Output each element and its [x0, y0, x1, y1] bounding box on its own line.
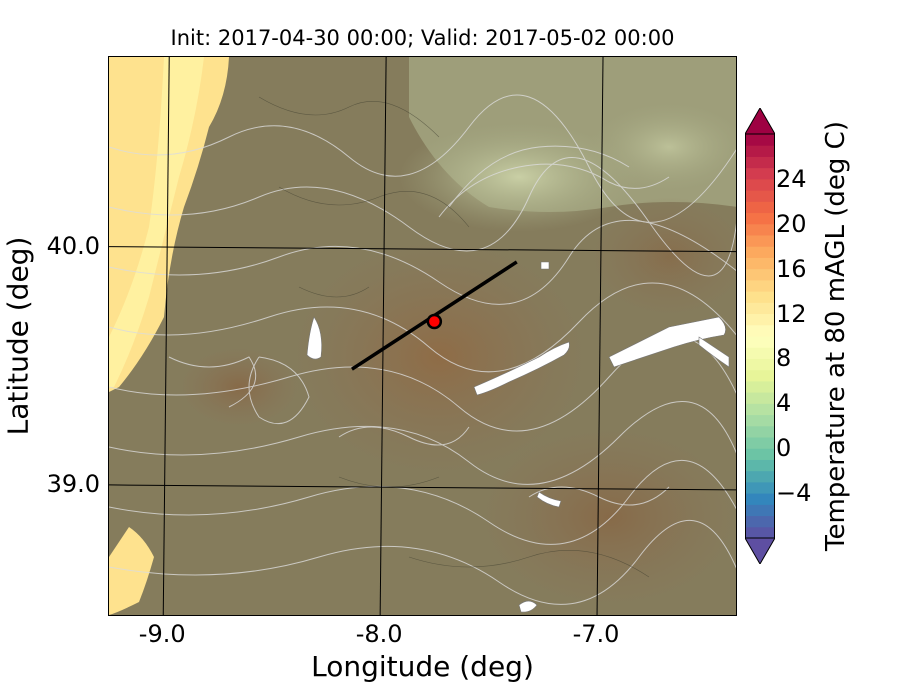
- ocean-nearshore: [109, 57, 204, 387]
- colorbar-level: [745, 347, 775, 359]
- colorbar-level: [745, 257, 775, 270]
- colorbar-level: [745, 470, 775, 483]
- graticule: [109, 57, 736, 615]
- location-marker[interactable]: [426, 313, 443, 330]
- colorbar-level: [745, 268, 775, 281]
- colorbar-tick-label: −4: [776, 479, 812, 508]
- warm-interior-region: [289, 237, 589, 477]
- parallel-line: [109, 484, 736, 491]
- colorbar-level: [745, 156, 775, 169]
- colorbar-level: [745, 302, 775, 315]
- y-tick-label: 40.0: [46, 231, 100, 260]
- map-panel[interactable]: [108, 56, 737, 616]
- colorbar-level: [745, 448, 775, 460]
- colorbar-tick-label: 0: [776, 434, 792, 463]
- colorbar-label: Temperature at 80 mAGL (deg C): [821, 121, 851, 551]
- colorbar-level: [745, 358, 775, 371]
- colorbar-tick-label: 16: [776, 254, 807, 283]
- colorbar-tick-label: 12: [776, 299, 807, 328]
- colorbar-level: [745, 167, 775, 180]
- meridian-line: [162, 57, 170, 615]
- colorbar-tick-label: 8: [776, 344, 792, 373]
- x-tick-label: -7.0: [572, 620, 620, 648]
- contour-lines: [109, 94, 736, 605]
- colorbar-level: [745, 380, 775, 393]
- colorbar-level: [745, 313, 775, 326]
- colorbar-level: [745, 459, 775, 472]
- colorbar-level: [745, 145, 775, 157]
- colorbar-level: [745, 178, 775, 191]
- map-title: Init: 2017-04-30 00:00; Valid: 2017-05-0…: [170, 26, 675, 50]
- colorbar-level: [745, 515, 775, 528]
- y-axis-label: Latitude (deg): [1, 236, 35, 436]
- x-tick-label: -9.0: [138, 620, 186, 648]
- colorbar-level: [745, 291, 775, 303]
- colorbar-level: [745, 201, 775, 214]
- y-tick-label: 39.0: [46, 469, 100, 498]
- colorbar-tick-label: 4: [776, 389, 792, 418]
- x-tick-label: -8.0: [355, 620, 403, 648]
- colorbar-tick-label: 20: [776, 209, 807, 238]
- colorbar: [745, 108, 775, 564]
- colorbar-level: [745, 279, 775, 292]
- colorbar-level: [745, 437, 775, 449]
- colorbar-level: [745, 212, 775, 225]
- colorbar-level: [745, 223, 775, 236]
- colorbar-level: [745, 526, 775, 539]
- colorbar-level: [745, 425, 775, 438]
- parallel-line: [109, 246, 736, 253]
- colorbar-level: [745, 336, 775, 348]
- colorbar-level: [745, 369, 775, 382]
- colorbar-extend-min: [745, 537, 775, 564]
- colorbar-tick-label: 24: [776, 164, 807, 193]
- colorbar-level: [745, 493, 775, 505]
- colorbar-level: [745, 392, 775, 404]
- colorbar-level: [745, 190, 775, 202]
- map-canvas[interactable]: [109, 57, 737, 616]
- colorbar-level: [745, 235, 775, 247]
- colorbar-level: [745, 134, 775, 146]
- colorbar-level: [745, 481, 775, 494]
- colorbar-level: [745, 246, 775, 258]
- colorbar-level: [745, 504, 775, 517]
- meridian-line: [379, 57, 387, 615]
- colorbar-level: [745, 414, 775, 427]
- x-axis-label: Longitude (deg): [311, 650, 534, 683]
- highland-peak: [399, 122, 639, 232]
- water-bodies: [306, 261, 730, 613]
- colorbar-level: [745, 324, 775, 337]
- meridian-line: [596, 57, 604, 615]
- colorbar-extend-max: [745, 108, 775, 135]
- colorbar-level: [745, 403, 775, 416]
